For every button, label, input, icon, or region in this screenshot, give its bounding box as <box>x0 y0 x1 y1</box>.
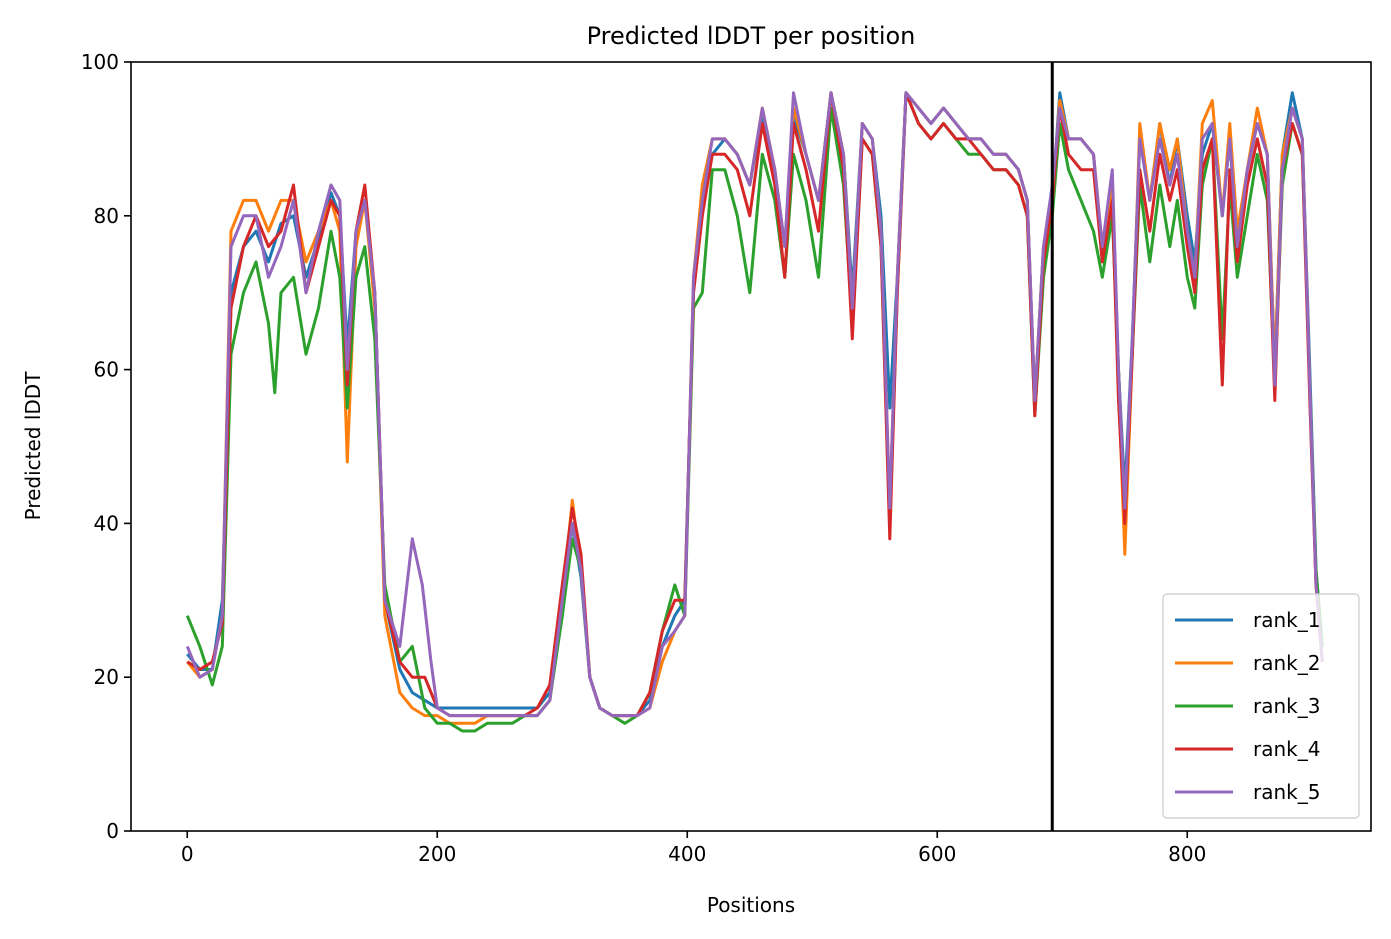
y-tick-label: 20 <box>94 665 119 689</box>
legend-label-rank-1: rank_1 <box>1253 608 1320 632</box>
legend-label-rank-5: rank_5 <box>1253 780 1320 804</box>
legend-label-rank-3: rank_3 <box>1253 694 1320 718</box>
y-tick-label: 0 <box>106 819 119 843</box>
y-axis-label: Predicted lDDT <box>21 371 45 521</box>
y-tick-label: 80 <box>94 204 119 228</box>
x-tick-label: 400 <box>668 842 706 866</box>
y-tick-label: 100 <box>81 50 119 74</box>
legend-label-rank-2: rank_2 <box>1253 651 1320 675</box>
x-tick-label: 200 <box>418 842 456 866</box>
plot-area <box>185 62 1324 831</box>
plot-frame <box>130 61 1372 832</box>
chart-title: Predicted lDDT per position <box>587 22 916 50</box>
y-axis-ticks: 0 20 40 60 80 100 <box>81 50 131 843</box>
x-tick-label: 0 <box>181 842 194 866</box>
legend-box <box>1162 593 1360 819</box>
y-tick-label: 60 <box>94 358 119 382</box>
x-axis-label: Positions <box>707 893 795 917</box>
legend: rank_1 rank_2 rank_3 rank_4 rank_5 <box>1162 593 1360 819</box>
y-tick-label: 40 <box>94 511 119 535</box>
legend-label-rank-4: rank_4 <box>1253 737 1320 761</box>
series-lines <box>185 91 1324 733</box>
x-axis-ticks: 0 200 400 600 800 <box>181 831 1206 866</box>
x-tick-label: 800 <box>1168 842 1206 866</box>
series-line-rank-5 <box>185 91 1324 718</box>
x-tick-label: 600 <box>918 842 956 866</box>
